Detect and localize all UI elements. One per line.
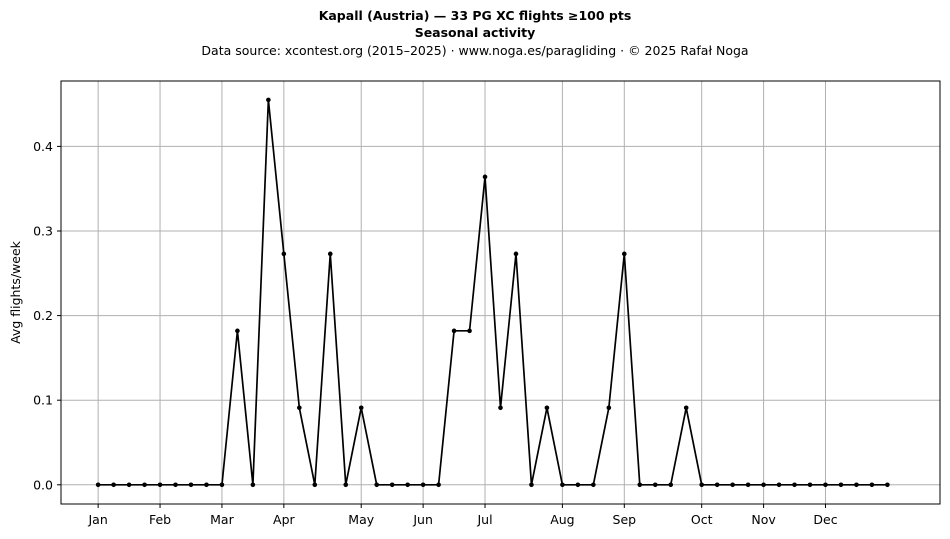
x-tick-label: Jan bbox=[88, 512, 108, 527]
x-tick-label: Jul bbox=[476, 512, 492, 527]
data-point bbox=[204, 482, 209, 488]
y-tick-label: 0.0 bbox=[33, 477, 53, 492]
data-point bbox=[297, 405, 302, 411]
data-point bbox=[235, 328, 240, 334]
data-point bbox=[482, 174, 488, 180]
data-point bbox=[699, 482, 704, 488]
data-point bbox=[405, 482, 410, 488]
y-tick-label: 0.4 bbox=[33, 139, 53, 154]
data-point bbox=[637, 482, 643, 488]
data-point bbox=[714, 482, 720, 488]
data-point bbox=[95, 482, 101, 488]
data-point bbox=[575, 482, 581, 488]
data-point bbox=[683, 405, 689, 411]
data-point bbox=[157, 482, 163, 488]
x-tick-label: Sep bbox=[613, 512, 637, 527]
data-point bbox=[838, 482, 844, 488]
series-polyline bbox=[98, 99, 888, 486]
data-point bbox=[498, 405, 503, 411]
data-point bbox=[142, 482, 147, 488]
data-point bbox=[343, 482, 349, 488]
data-point bbox=[869, 482, 875, 488]
data-point bbox=[560, 482, 565, 488]
data-point bbox=[219, 482, 225, 488]
x-tick-label: Oct bbox=[691, 512, 713, 527]
axis-ticks: Jan Feb Mar Apr May Jun Jul Aug Sep Oct Nov Dec 0.0 0… bbox=[33, 139, 838, 527]
data-point bbox=[606, 405, 612, 411]
data-point bbox=[467, 328, 472, 334]
y-tick-label: 0.3 bbox=[33, 223, 53, 238]
chart-source-note: Data source: xcontest.org (2015–2025) · … bbox=[201, 43, 749, 58]
data-point bbox=[513, 251, 519, 257]
data-point bbox=[885, 482, 890, 488]
data-point bbox=[436, 482, 441, 488]
data-point bbox=[358, 405, 364, 411]
x-tick-label: Feb bbox=[149, 512, 171, 527]
x-tick-label: Aug bbox=[550, 512, 574, 527]
series-line bbox=[95, 97, 890, 488]
data-point bbox=[823, 482, 828, 488]
data-point bbox=[807, 482, 813, 488]
data-point bbox=[854, 482, 859, 488]
data-point bbox=[529, 482, 534, 488]
data-point bbox=[451, 328, 457, 334]
data-point bbox=[111, 482, 116, 488]
data-point bbox=[188, 482, 194, 488]
data-point bbox=[281, 251, 287, 257]
data-point bbox=[591, 482, 596, 488]
data-point bbox=[776, 482, 782, 488]
data-point bbox=[327, 251, 333, 257]
x-tick-label: Nov bbox=[751, 512, 776, 527]
data-point bbox=[544, 405, 550, 411]
data-point bbox=[126, 482, 132, 488]
data-point bbox=[761, 482, 766, 488]
data-point bbox=[374, 482, 379, 488]
grid-lines bbox=[61, 81, 940, 504]
y-tick-label: 0.1 bbox=[33, 393, 53, 408]
x-tick-label: Mar bbox=[210, 512, 234, 527]
data-point bbox=[745, 482, 751, 488]
x-tick-label: Apr bbox=[273, 512, 295, 527]
data-point bbox=[266, 97, 271, 103]
data-point bbox=[173, 482, 178, 488]
chart-subtitle: Seasonal activity bbox=[414, 25, 536, 40]
y-axis-label: Avg flights/week bbox=[8, 240, 23, 344]
data-point bbox=[389, 482, 395, 488]
data-point bbox=[668, 482, 674, 488]
data-point bbox=[420, 482, 426, 488]
data-point bbox=[730, 482, 735, 488]
x-tick-label: Jun bbox=[412, 512, 433, 527]
data-point bbox=[250, 482, 256, 488]
y-tick-label: 0.2 bbox=[33, 308, 53, 323]
data-point bbox=[652, 482, 658, 488]
data-point bbox=[792, 482, 797, 488]
plot-area-frame bbox=[60, 80, 941, 505]
data-point bbox=[622, 251, 627, 257]
data-point bbox=[312, 482, 318, 488]
chart-title: Kapall (Austria) — 33 PG XC flights ≥100… bbox=[318, 8, 632, 23]
x-tick-label: May bbox=[348, 512, 374, 527]
x-tick-label: Dec bbox=[813, 512, 837, 527]
